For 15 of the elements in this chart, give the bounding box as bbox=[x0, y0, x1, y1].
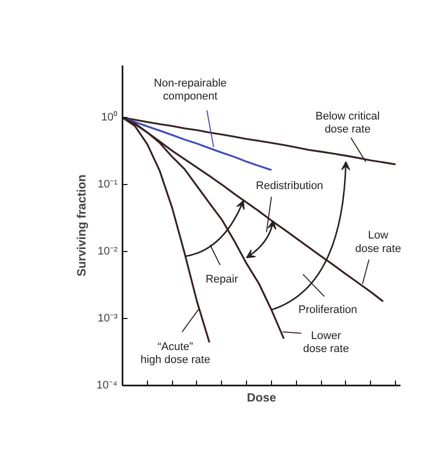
y-tick-label: 10⁻¹ bbox=[98, 178, 118, 191]
legend-label: Lower dose rate bbox=[303, 330, 349, 356]
y-tick-label: 10⁻² bbox=[98, 246, 118, 258]
annotation: Repair bbox=[206, 274, 238, 286]
text: Non-repairable component bbox=[154, 78, 227, 103]
y-tick-label: 10⁻⁴ bbox=[96, 380, 118, 392]
y-tick-label: 10⁻³ bbox=[98, 312, 118, 325]
annotation: Proliferation bbox=[298, 304, 358, 316]
series-label: “Acute” high dose rate bbox=[140, 340, 210, 366]
annotation: Redistribution bbox=[256, 180, 324, 192]
x-axis-title: Dose bbox=[246, 390, 276, 404]
y-axis-title: Surviving fraction bbox=[74, 174, 89, 277]
series-label: Low dose rate bbox=[355, 230, 402, 255]
series-label: Below critical dose rate bbox=[316, 110, 380, 136]
y-tick-label: 10⁰ bbox=[101, 110, 118, 124]
